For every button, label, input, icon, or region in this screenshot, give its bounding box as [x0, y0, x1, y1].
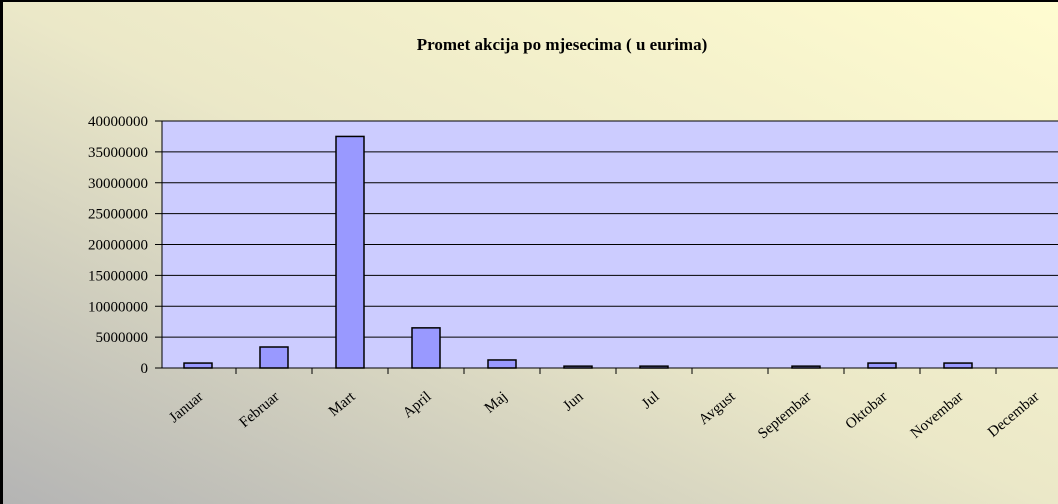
y-tick-label: 0: [141, 361, 149, 377]
bar: [259, 346, 289, 369]
bar: [335, 135, 365, 369]
y-tick-label: 25000000: [88, 207, 148, 223]
y-tick-label: 35000000: [88, 145, 148, 161]
bar: [867, 362, 897, 369]
bar: [487, 359, 517, 369]
y-tick-label: 30000000: [88, 176, 148, 192]
chart-title: Promet akcija po mjesecima ( u eurima): [417, 35, 708, 54]
y-tick-label: 10000000: [88, 299, 148, 315]
bar: [943, 362, 973, 369]
y-tick-label: 40000000: [88, 114, 148, 130]
y-tick-label: 20000000: [88, 238, 148, 254]
bar: [183, 362, 213, 369]
y-tick-label: 5000000: [96, 330, 149, 346]
bar: [411, 327, 441, 369]
y-tick-label: 15000000: [88, 268, 148, 284]
